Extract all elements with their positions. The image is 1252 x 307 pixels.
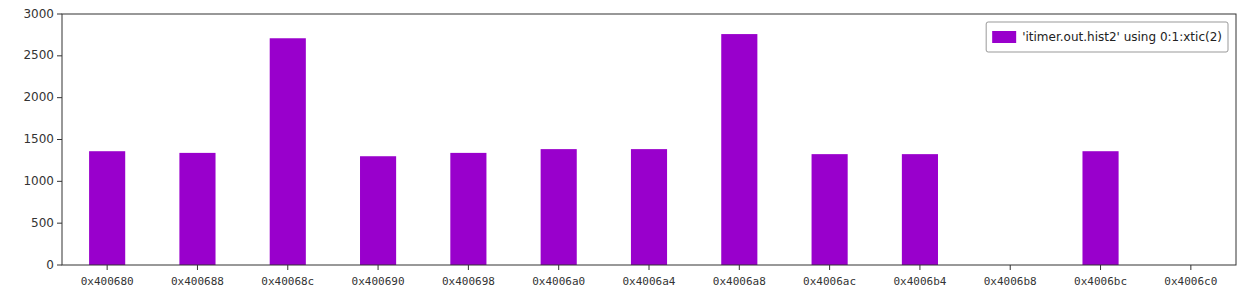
y-tick <box>57 55 62 56</box>
x-tick <box>107 265 108 270</box>
x-tick-label: 0x4006ac <box>803 275 856 288</box>
bars <box>89 34 1119 265</box>
x-tick-label: 0x400698 <box>442 275 495 288</box>
y-tick <box>57 223 62 224</box>
bar <box>812 154 848 265</box>
x-tick <box>558 265 559 270</box>
x-tick <box>1010 265 1011 270</box>
y-tick <box>57 139 62 140</box>
x-tick-label: 0x4006a4 <box>623 275 676 288</box>
x-tick-label: 0x4006b8 <box>984 275 1037 288</box>
x-tick-label: 0x4006bc <box>1074 275 1127 288</box>
bar <box>1082 151 1118 265</box>
x-tick <box>829 265 830 270</box>
y-tick <box>57 97 62 98</box>
bar <box>270 38 306 265</box>
y-tick-label: 3000 <box>23 7 54 21</box>
x-tick-label: 0x4006a8 <box>713 275 766 288</box>
legend: 'itimer.out.hist2' using 0:1:xtic(2) <box>986 22 1228 52</box>
x-tick <box>287 265 288 270</box>
y-tick-label: 1500 <box>23 132 54 146</box>
y-tick-label: 500 <box>31 216 54 230</box>
x-tick-label: 0x400680 <box>81 275 134 288</box>
y-tick <box>57 265 62 266</box>
x-tick <box>1190 265 1191 270</box>
bar <box>179 153 215 265</box>
x-tick-label: 0x4006a0 <box>532 275 585 288</box>
x-tick <box>739 265 740 270</box>
bar <box>541 149 577 265</box>
bar <box>721 34 757 265</box>
x-tick-label: 0x4006c0 <box>1164 275 1217 288</box>
x-tick <box>649 265 650 270</box>
x-tick <box>919 265 920 270</box>
legend-box <box>986 22 1228 52</box>
x-tick <box>1100 265 1101 270</box>
x-tick-label: 0x40068c <box>261 275 314 288</box>
bar <box>902 154 938 265</box>
x-tick <box>197 265 198 270</box>
x-tick <box>468 265 469 270</box>
x-tick <box>378 265 379 270</box>
legend-label: 'itimer.out.hist2' using 0:1:xtic(2) <box>1022 30 1222 44</box>
bar <box>89 151 125 265</box>
legend-swatch <box>992 31 1016 43</box>
y-tick-label: 0 <box>46 258 54 272</box>
bar <box>631 149 667 265</box>
x-tick-label: 0x4006b4 <box>893 275 946 288</box>
y-tick <box>57 14 62 15</box>
y-tick-label: 2500 <box>23 48 54 62</box>
y-tick-label: 2000 <box>23 90 54 104</box>
bar <box>360 156 396 265</box>
x-tick-label: 0x400690 <box>352 275 405 288</box>
chart: 0 500 1000 1500 2000 2500 3000 0x400680 0x400688… <box>0 0 1252 307</box>
bar <box>450 153 486 265</box>
y-tick <box>57 181 62 182</box>
x-tick-label: 0x400688 <box>171 275 224 288</box>
plot-frame <box>62 14 1236 265</box>
y-tick-label: 1000 <box>23 174 54 188</box>
